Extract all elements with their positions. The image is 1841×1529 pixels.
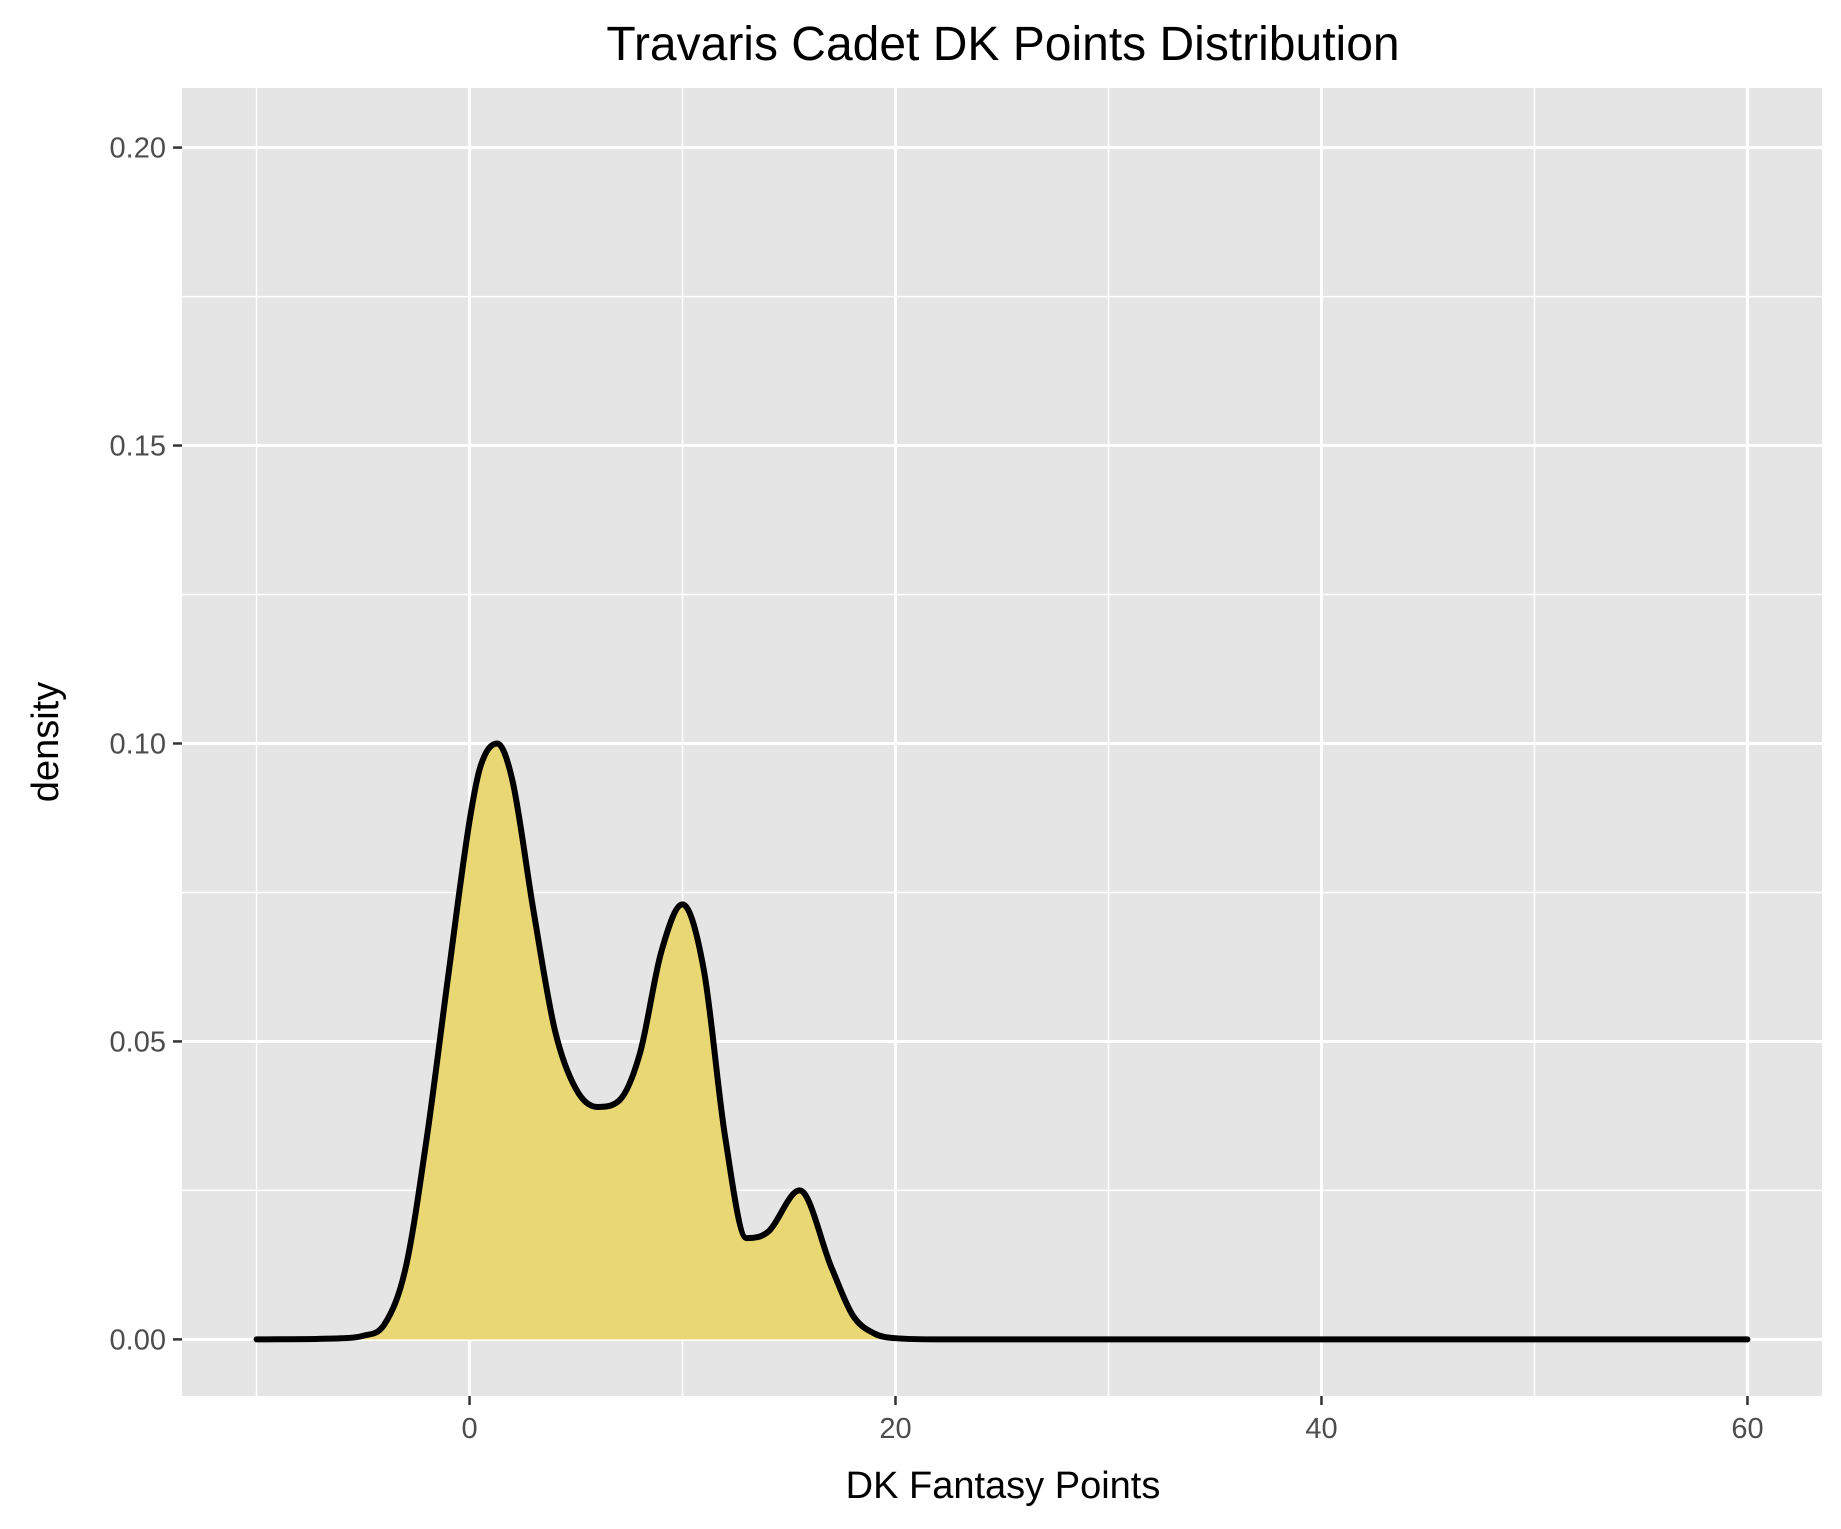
chart-title: Travaris Cadet DK Points Distribution	[606, 18, 1399, 71]
y-tick-label: 0.20	[110, 133, 166, 165]
x-tick-label: 40	[1305, 1413, 1337, 1445]
y-tick-label: 0.05	[110, 1026, 166, 1058]
grid-lines	[182, 88, 1822, 1396]
density-line	[253, 740, 1751, 1343]
x-tick-label: 60	[1731, 1413, 1763, 1445]
y-axis: 0.00 0.05 0.10 0.15 0.20	[110, 133, 182, 1356]
x-axis-label: DK Fantasy Points	[846, 1465, 1161, 1507]
y-tick-label: 0.15	[110, 431, 166, 463]
density-area	[256, 743, 1748, 1340]
y-tick-label: 0.10	[110, 728, 166, 760]
y-axis-label: density	[25, 682, 67, 802]
x-tick-label: 0	[461, 1413, 477, 1445]
x-tick-label: 20	[879, 1413, 911, 1445]
y-tick-label: 0.00	[110, 1324, 166, 1356]
x-axis: 0 20 40 60	[461, 1396, 1764, 1445]
